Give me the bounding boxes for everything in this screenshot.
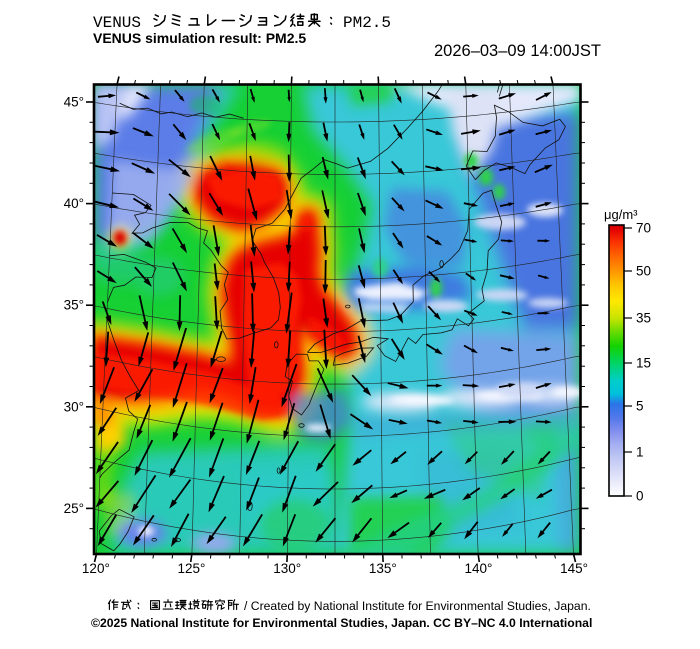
svg-text:120°: 120°	[82, 561, 110, 576]
svg-text:40°: 40°	[64, 196, 84, 211]
svg-text:35°: 35°	[64, 298, 84, 313]
svg-text:1: 1	[636, 445, 644, 460]
svg-text:©2025 National Institute for E: ©2025 National Institute for Environment…	[91, 616, 592, 630]
svg-text:45°: 45°	[64, 95, 84, 110]
svg-text:135°: 135°	[369, 561, 397, 576]
svg-text:VENUS simulation result: PM2.5: VENUS simulation result: PM2.5	[93, 30, 306, 46]
svg-text:0: 0	[636, 489, 644, 504]
svg-text:μg/m³: μg/m³	[604, 207, 638, 222]
svg-text:VENUS: VENUS	[93, 14, 141, 32]
svg-text:50: 50	[636, 264, 651, 279]
svg-text:130°: 130°	[273, 561, 301, 576]
svg-text:PM2.5: PM2.5	[343, 14, 391, 32]
svg-text:35: 35	[636, 311, 651, 326]
svg-text:70: 70	[636, 221, 651, 236]
svg-text:15: 15	[636, 356, 651, 371]
svg-text:2026–03–09 14:00JST: 2026–03–09 14:00JST	[434, 42, 601, 60]
svg-text:140°: 140°	[465, 561, 493, 576]
svg-text:25°: 25°	[64, 501, 84, 516]
svg-text:145°: 145°	[560, 561, 588, 576]
svg-text:/ Created by National Institut: / Created by National Institute for Envi…	[244, 599, 591, 613]
svg-text:125°: 125°	[178, 561, 206, 576]
svg-text:30°: 30°	[64, 399, 84, 414]
svg-text:5: 5	[636, 399, 644, 414]
